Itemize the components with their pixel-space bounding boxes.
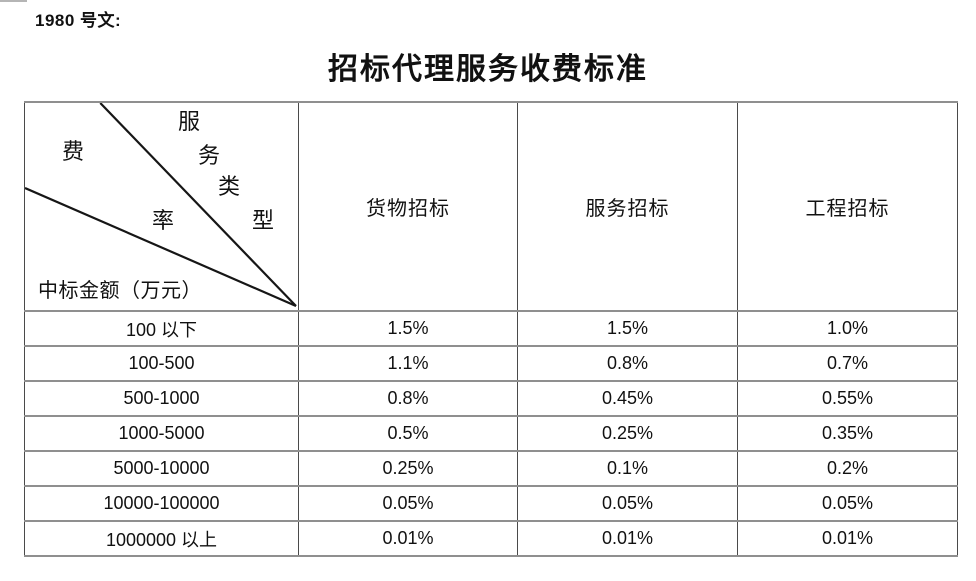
amount-range-cell: 1000-5000 [24,415,299,452]
corner-label-service-char: 服 [178,109,201,134]
column-header-engineering: 工程招标 [737,101,958,312]
corner-label-amount: 中标金额（万元） [38,280,202,302]
rate-cell: 0.05% [517,485,738,522]
table-row: 10000-100000 0.05% 0.05% 0.05% [24,485,958,522]
amount-range-cell: 100-500 [24,345,299,382]
rate-cell: 1.5% [517,310,738,347]
diagonal-corner-box: 费 服 务 类 率 型 中标金额（万元） [25,103,298,310]
rate-cell: 0.7% [737,345,958,382]
rate-cell: 0.55% [737,380,958,417]
diagonal-corner-cell: 费 服 务 类 率 型 中标金额（万元） [24,101,299,312]
rate-cell: 0.8% [298,380,518,417]
rate-cell: 0.1% [517,450,738,487]
rate-cell: 1.0% [737,310,958,347]
rate-cell: 0.01% [737,520,958,557]
table-row: 5000-10000 0.25% 0.1% 0.2% [24,450,958,487]
doc-number: 1980 号文: [35,11,122,30]
rate-cell: 0.01% [298,520,518,557]
amount-range-cell: 10000-100000 [24,485,299,522]
amount-range-cell: 1000000 以上 [24,520,299,557]
scan-artifact [0,0,27,2]
rate-cell: 0.5% [298,415,518,452]
rate-cell: 0.05% [298,485,518,522]
rate-cell: 0.01% [517,520,738,557]
table-row: 100 以下 1.5% 1.5% 1.0% [24,310,958,347]
rate-cell: 0.25% [298,450,518,487]
corner-label-fee: 费 [62,139,85,164]
rate-cell: 0.45% [517,380,738,417]
diagonal-lines [25,103,297,308]
rate-cell: 0.8% [517,345,738,382]
rate-cell: 0.35% [737,415,958,452]
corner-label-rate: 率 [152,208,175,233]
corner-label-service-char: 类 [218,174,241,199]
table-row: 100-500 1.1% 0.8% 0.7% [24,345,958,382]
table-row: 1000000 以上 0.01% 0.01% 0.01% [24,520,958,557]
amount-range-cell: 5000-10000 [24,450,299,487]
column-header-services: 服务招标 [517,101,738,312]
amount-range-cell: 500-1000 [24,380,299,417]
table-row: 1000-5000 0.5% 0.25% 0.35% [24,415,958,452]
rate-cell: 0.05% [737,485,958,522]
table-row: 500-1000 0.8% 0.45% 0.55% [24,380,958,417]
rate-cell: 1.5% [298,310,518,347]
corner-label-service-char: 务 [198,143,221,168]
column-header-goods: 货物招标 [298,101,518,312]
page-title: 招标代理服务收费标准 [328,53,648,86]
rate-cell: 1.1% [298,345,518,382]
table-header-row: 费 服 务 类 率 型 中标金额（万元） 货物招标 服务招标 工程招标 [24,101,958,312]
amount-range-cell: 100 以下 [24,310,299,347]
rate-cell: 0.25% [517,415,738,452]
fee-rate-table: 费 服 务 类 率 型 中标金额（万元） 货物招标 服务招标 工程招标 100 … [24,101,958,557]
corner-label-service-char: 型 [252,208,275,233]
rate-cell: 0.2% [737,450,958,487]
